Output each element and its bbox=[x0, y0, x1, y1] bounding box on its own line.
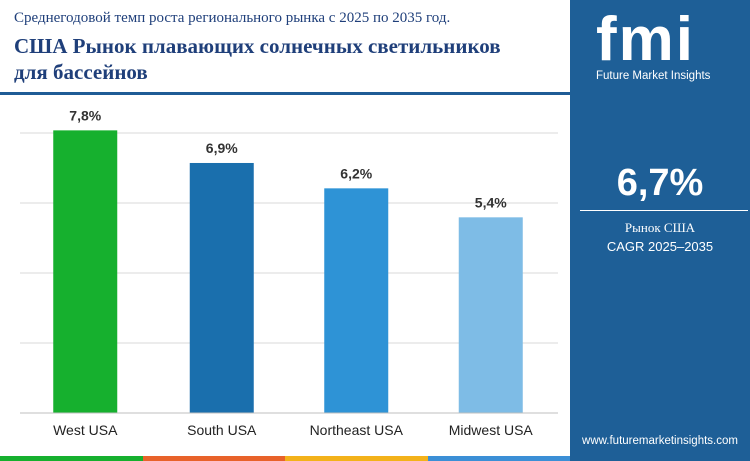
website-link[interactable]: www.futuremarketinsights.com bbox=[582, 435, 738, 447]
fmi-logo: fmi bbox=[596, 5, 695, 74]
x-tick-label: South USA bbox=[187, 422, 257, 438]
kpi-divider bbox=[580, 210, 748, 211]
x-tick-label: West USA bbox=[53, 422, 118, 438]
bar-northeast-usa bbox=[324, 188, 389, 413]
data-label: 5,4% bbox=[475, 194, 507, 210]
header: Среднегодовой темп роста регионального р… bbox=[0, 0, 570, 90]
side-panel: fmi Future Market Insights 6,7% Рынок СШ… bbox=[570, 0, 750, 461]
chart-title: США Рынок плавающих солнечных светильник… bbox=[14, 34, 501, 84]
bar-chart: 7,8% 6,9% 6,2% 5,4% West USA South USA Northe… bbox=[20, 107, 558, 438]
bar-midwest-usa bbox=[458, 217, 523, 413]
x-tick-label: Midwest USA bbox=[449, 422, 534, 438]
kpi-label-market: Рынок США bbox=[624, 220, 696, 235]
bar-south-usa bbox=[189, 162, 254, 413]
x-tick-label: Northeast USA bbox=[310, 422, 404, 438]
bar-west-usa bbox=[53, 130, 118, 414]
kpi-label-cagr: CAGR 2025–2035 bbox=[606, 239, 714, 254]
bottom-color-strip bbox=[0, 456, 570, 461]
data-label: 7,8% bbox=[69, 107, 101, 123]
data-labels: 7,8% 6,9% 6,2% 5,4% bbox=[69, 107, 507, 210]
header-divider bbox=[0, 92, 570, 95]
x-axis: West USA South USA Northeast USA Midwest US… bbox=[20, 412, 558, 438]
data-label: 6,2% bbox=[340, 165, 372, 181]
bars bbox=[53, 130, 523, 414]
strip-segment bbox=[427, 456, 570, 461]
strip-segment bbox=[285, 456, 428, 461]
chart-subtitle: Среднегодовой темп роста регионального р… bbox=[14, 10, 451, 26]
strip-segment bbox=[142, 456, 285, 461]
strip-segment bbox=[0, 456, 143, 461]
kpi-value: 6,7% bbox=[616, 162, 704, 204]
data-label: 6,9% bbox=[206, 140, 238, 156]
logo-subtitle: Future Market Insights bbox=[596, 70, 711, 82]
